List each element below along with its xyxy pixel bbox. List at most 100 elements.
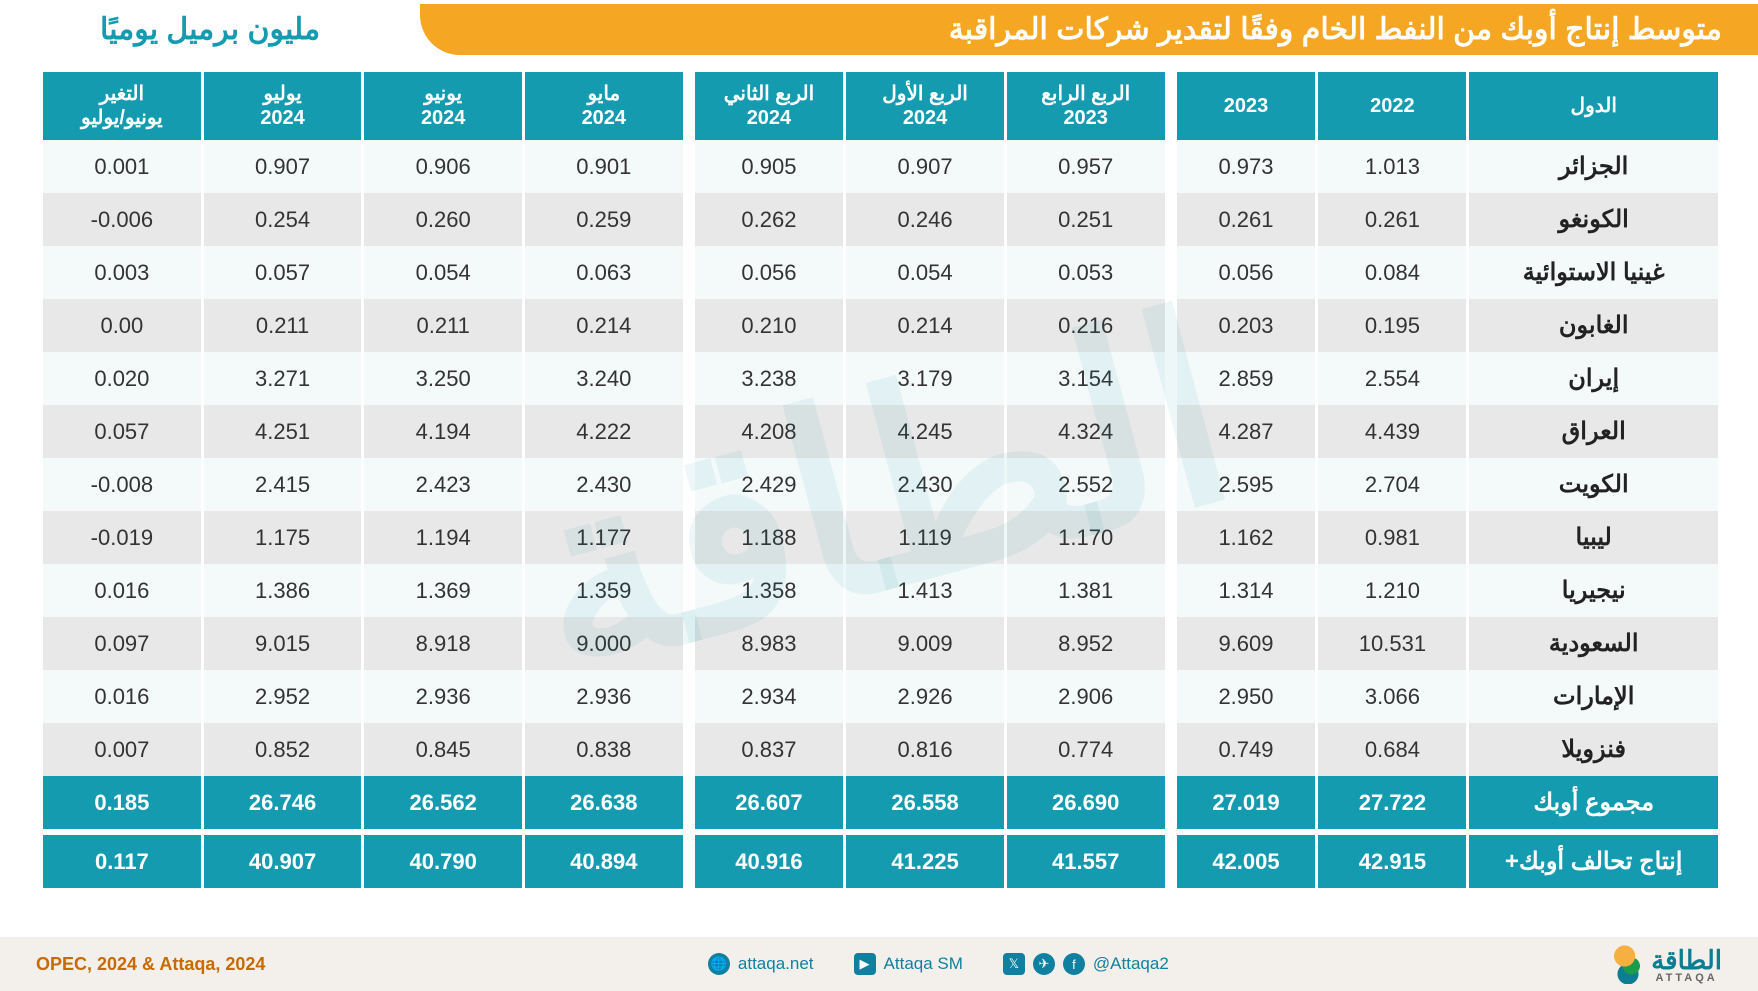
cell-y2022: 0.981 [1315, 511, 1466, 564]
cell-country: إنتاج تحالف أوبك+ [1466, 835, 1718, 888]
cell-country: ليبيا [1466, 511, 1718, 564]
cell-q4_2023: 4.324 [1004, 405, 1165, 458]
cell-country: الكونغو [1466, 193, 1718, 246]
cell-q2_2024: 0.837 [683, 723, 844, 776]
cell-jun: 0.211 [361, 299, 522, 352]
cell-y2022: 0.684 [1315, 723, 1466, 776]
table-row: الكونغو0.2610.2610.2510.2460.2620.2590.2… [40, 193, 1718, 246]
cell-country: نيجيريا [1466, 564, 1718, 617]
cell-y2022: 42.915 [1315, 835, 1466, 888]
total-row: مجموع أوبك27.72227.01926.69026.55826.607… [40, 776, 1718, 829]
cell-jul: 40.907 [201, 835, 362, 888]
cell-jul: 2.952 [201, 670, 362, 723]
cell-q1_2024: 4.245 [843, 405, 1004, 458]
x-icon: 𝕏 [1003, 953, 1025, 975]
cell-q4_2023: 2.552 [1004, 458, 1165, 511]
cell-q1_2024: 0.907 [843, 140, 1004, 193]
website-link[interactable]: 🌐 attaqa.net [708, 953, 814, 975]
cell-y2023: 2.595 [1165, 458, 1316, 511]
cell-jun: 1.369 [361, 564, 522, 617]
cell-jun: 0.845 [361, 723, 522, 776]
cell-y2022: 4.439 [1315, 405, 1466, 458]
cell-jul: 26.746 [201, 776, 362, 829]
cell-jun: 8.918 [361, 617, 522, 670]
table-row: العراق4.4394.2874.3244.2454.2084.2224.19… [40, 405, 1718, 458]
cell-q2_2024: 0.905 [683, 140, 844, 193]
col-header-q2-2024: الربع الثاني2024 [683, 72, 844, 140]
table-row: نيجيريا1.2101.3141.3811.4131.3581.3591.3… [40, 564, 1718, 617]
cell-q1_2024: 0.816 [843, 723, 1004, 776]
cell-y2022: 2.554 [1315, 352, 1466, 405]
cell-jul: 2.415 [201, 458, 362, 511]
cell-y2022: 0.084 [1315, 246, 1466, 299]
cell-q4_2023: 3.154 [1004, 352, 1165, 405]
table-row: الغابون0.1950.2030.2160.2140.2100.2140.2… [40, 299, 1718, 352]
cell-y2023: 0.261 [1165, 193, 1316, 246]
cell-may: 3.240 [522, 352, 683, 405]
cell-jun: 0.260 [361, 193, 522, 246]
cell-jun: 40.790 [361, 835, 522, 888]
cell-may: 40.894 [522, 835, 683, 888]
cell-y2022: 0.195 [1315, 299, 1466, 352]
cell-country: مجموع أوبك [1466, 776, 1718, 829]
cell-q1_2024: 0.054 [843, 246, 1004, 299]
cell-q2_2024: 1.188 [683, 511, 844, 564]
cell-q2_2024: 0.262 [683, 193, 844, 246]
youtube-link[interactable]: ▶ Attaqa SM [854, 953, 963, 975]
cell-q4_2023: 41.557 [1004, 835, 1165, 888]
col-header-may-2024: مايو2024 [522, 72, 683, 140]
cell-q4_2023: 1.381 [1004, 564, 1165, 617]
cell-y2022: 3.066 [1315, 670, 1466, 723]
cell-chg: 0.019- [40, 511, 201, 564]
cell-q1_2024: 41.225 [843, 835, 1004, 888]
cell-q1_2024: 26.558 [843, 776, 1004, 829]
cell-may: 2.430 [522, 458, 683, 511]
cell-q1_2024: 2.430 [843, 458, 1004, 511]
cell-chg: 0.016 [40, 564, 201, 617]
cell-y2023: 4.287 [1165, 405, 1316, 458]
cell-y2022: 10.531 [1315, 617, 1466, 670]
cell-may: 4.222 [522, 405, 683, 458]
flame-icon [1611, 944, 1645, 984]
cell-q2_2024: 2.934 [683, 670, 844, 723]
cell-may: 1.359 [522, 564, 683, 617]
cell-q4_2023: 0.216 [1004, 299, 1165, 352]
cell-y2023: 1.314 [1165, 564, 1316, 617]
cell-jun: 26.562 [361, 776, 522, 829]
cell-jun: 2.936 [361, 670, 522, 723]
cell-q2_2024: 1.358 [683, 564, 844, 617]
table-row: الإمارات3.0662.9502.9062.9262.9342.9362.… [40, 670, 1718, 723]
cell-country: غينيا الاستوائية [1466, 246, 1718, 299]
cell-q2_2024: 4.208 [683, 405, 844, 458]
cell-q4_2023: 8.952 [1004, 617, 1165, 670]
social-link[interactable]: 𝕏 ✈ f @Attaqa2 [1003, 953, 1169, 975]
cell-country: إيران [1466, 352, 1718, 405]
cell-may: 0.901 [522, 140, 683, 193]
cell-q4_2023: 1.170 [1004, 511, 1165, 564]
page-header: متوسط إنتاج أوبك من النفط الخام وفقًا لت… [0, 0, 1758, 58]
opec-production-table: الدول 2022 2023 الربع الرابع2023 الربع ا… [40, 72, 1718, 888]
cell-y2023: 2.950 [1165, 670, 1316, 723]
cell-q4_2023: 2.906 [1004, 670, 1165, 723]
cell-q1_2024: 9.009 [843, 617, 1004, 670]
cell-may: 0.259 [522, 193, 683, 246]
cell-y2023: 9.609 [1165, 617, 1316, 670]
cell-jul: 0.211 [201, 299, 362, 352]
cell-jul: 0.907 [201, 140, 362, 193]
cell-q4_2023: 0.957 [1004, 140, 1165, 193]
cell-q4_2023: 0.053 [1004, 246, 1165, 299]
table-row: ليبيا0.9811.1621.1701.1191.1881.1771.194… [40, 511, 1718, 564]
website-text: attaqa.net [738, 954, 814, 974]
cell-q4_2023: 0.774 [1004, 723, 1165, 776]
cell-may: 9.000 [522, 617, 683, 670]
cell-y2023: 0.203 [1165, 299, 1316, 352]
source-citation: OPEC, 2024 & Attaqa, 2024 [36, 954, 265, 975]
cell-y2022: 1.013 [1315, 140, 1466, 193]
col-header-q4-2023: الربع الرابع2023 [1004, 72, 1165, 140]
cell-chg: 0.020 [40, 352, 201, 405]
cell-jul: 3.271 [201, 352, 362, 405]
table-header-row: الدول 2022 2023 الربع الرابع2023 الربع ا… [40, 72, 1718, 140]
cell-may: 26.638 [522, 776, 683, 829]
cell-q1_2024: 0.246 [843, 193, 1004, 246]
cell-q1_2024: 0.214 [843, 299, 1004, 352]
